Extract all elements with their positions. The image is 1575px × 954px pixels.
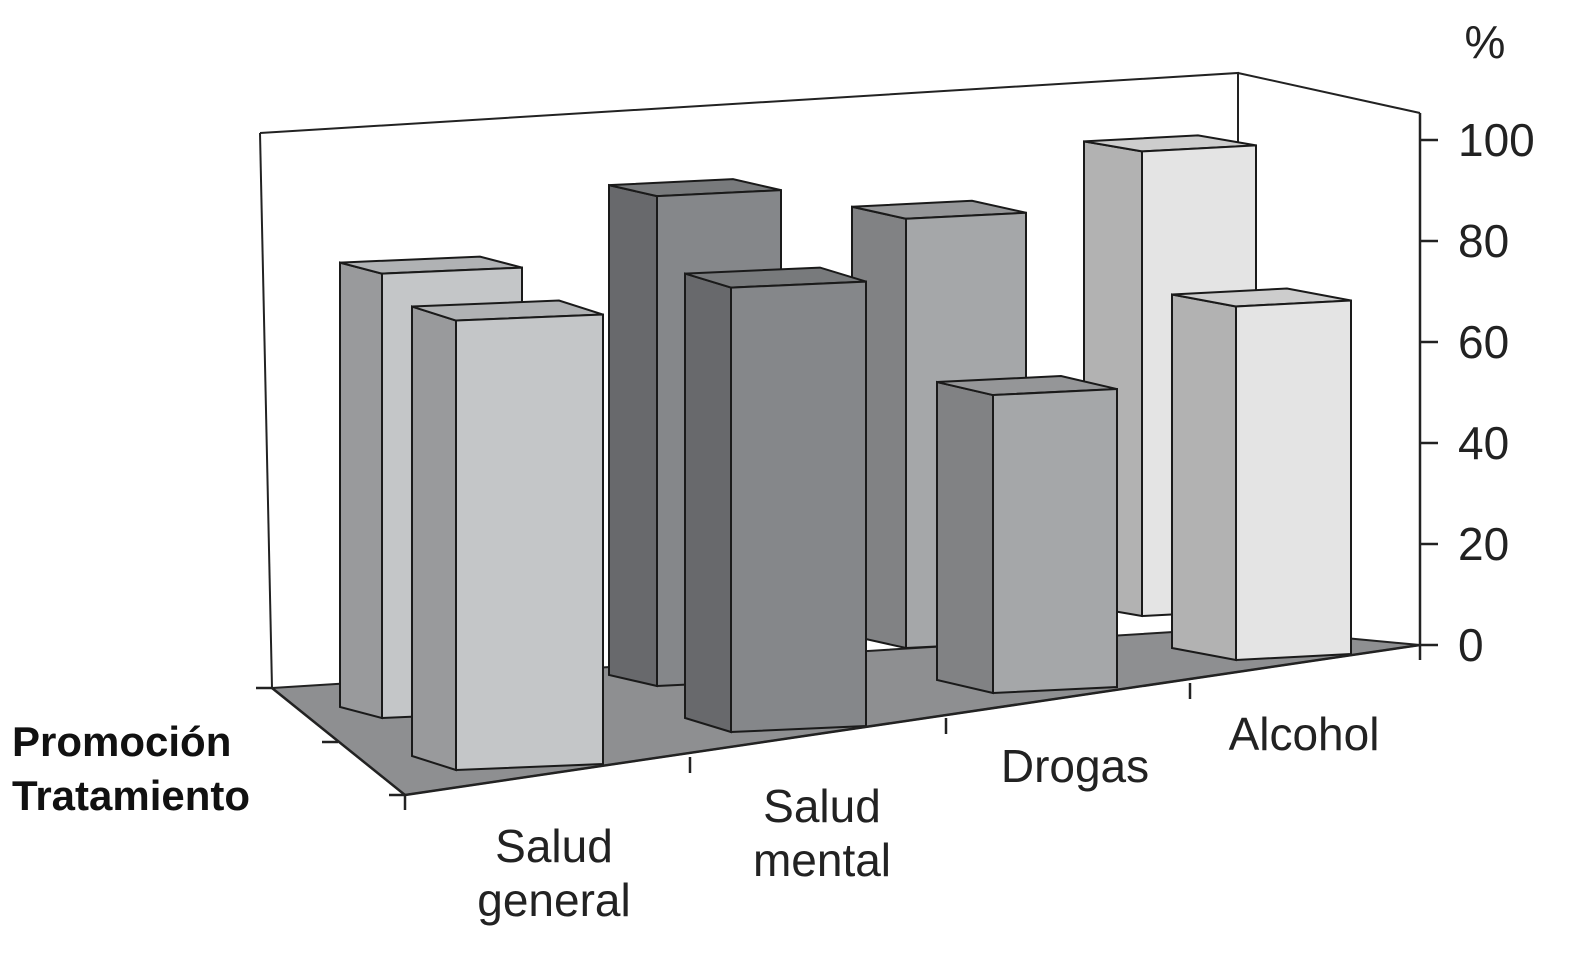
bar-front-face bbox=[992, 388, 1118, 695]
category-label: Alcohol bbox=[1229, 708, 1380, 760]
bar-front-face bbox=[1235, 299, 1352, 662]
x-ticks bbox=[403, 645, 1422, 810]
category-label-line: general bbox=[477, 874, 630, 926]
y-tick-label: 80 bbox=[1458, 215, 1509, 267]
bars bbox=[339, 134, 1352, 772]
y-tick-label: 60 bbox=[1458, 316, 1509, 368]
bar-side-face bbox=[684, 272, 732, 734]
y-axis: 0 20 40 60 80 100 % bbox=[1418, 16, 1535, 671]
bar-side-face bbox=[339, 261, 383, 720]
series-labels: Promoción Tratamiento bbox=[12, 718, 250, 819]
category-label-line: mental bbox=[753, 834, 891, 886]
bar-front-1 bbox=[684, 266, 867, 734]
y-tick-label: 20 bbox=[1458, 518, 1509, 570]
x-axis-line bbox=[404, 643, 1421, 797]
bar-front-3 bbox=[1171, 287, 1352, 662]
left-wall-edge bbox=[259, 132, 273, 689]
y-ticks: 0 20 40 60 80 100 bbox=[1420, 114, 1535, 671]
bar-front-face bbox=[730, 280, 867, 734]
category-label-line: Drogas bbox=[1001, 740, 1149, 792]
series-label: Promoción bbox=[12, 718, 231, 765]
front-axes bbox=[256, 643, 1422, 810]
series-label: Tratamiento bbox=[12, 772, 250, 819]
category-label-line: Salud bbox=[495, 820, 613, 872]
category-label-line: Salud bbox=[763, 780, 881, 832]
y-tick-label: 100 bbox=[1458, 114, 1535, 166]
category-label: Salud general bbox=[477, 820, 630, 926]
depth-axis-line bbox=[271, 687, 406, 796]
bar-front-2 bbox=[936, 375, 1118, 695]
depth-ticks bbox=[256, 686, 405, 797]
category-label-line: Alcohol bbox=[1229, 708, 1380, 760]
category-label: Salud mental bbox=[753, 780, 891, 886]
category-label: Drogas bbox=[1001, 740, 1149, 792]
y-tick-label: 40 bbox=[1458, 417, 1509, 469]
bar-front-face bbox=[455, 313, 604, 772]
bar-front-0 bbox=[411, 299, 604, 772]
y-unit-label: % bbox=[1465, 16, 1506, 68]
bar-side-face bbox=[608, 183, 658, 688]
bar-side-face bbox=[936, 380, 994, 695]
bar-side-face bbox=[1171, 293, 1237, 662]
y-tick-label: 0 bbox=[1458, 619, 1484, 671]
bar-side-face bbox=[411, 305, 457, 772]
side-wall-top-edge bbox=[1237, 72, 1421, 114]
